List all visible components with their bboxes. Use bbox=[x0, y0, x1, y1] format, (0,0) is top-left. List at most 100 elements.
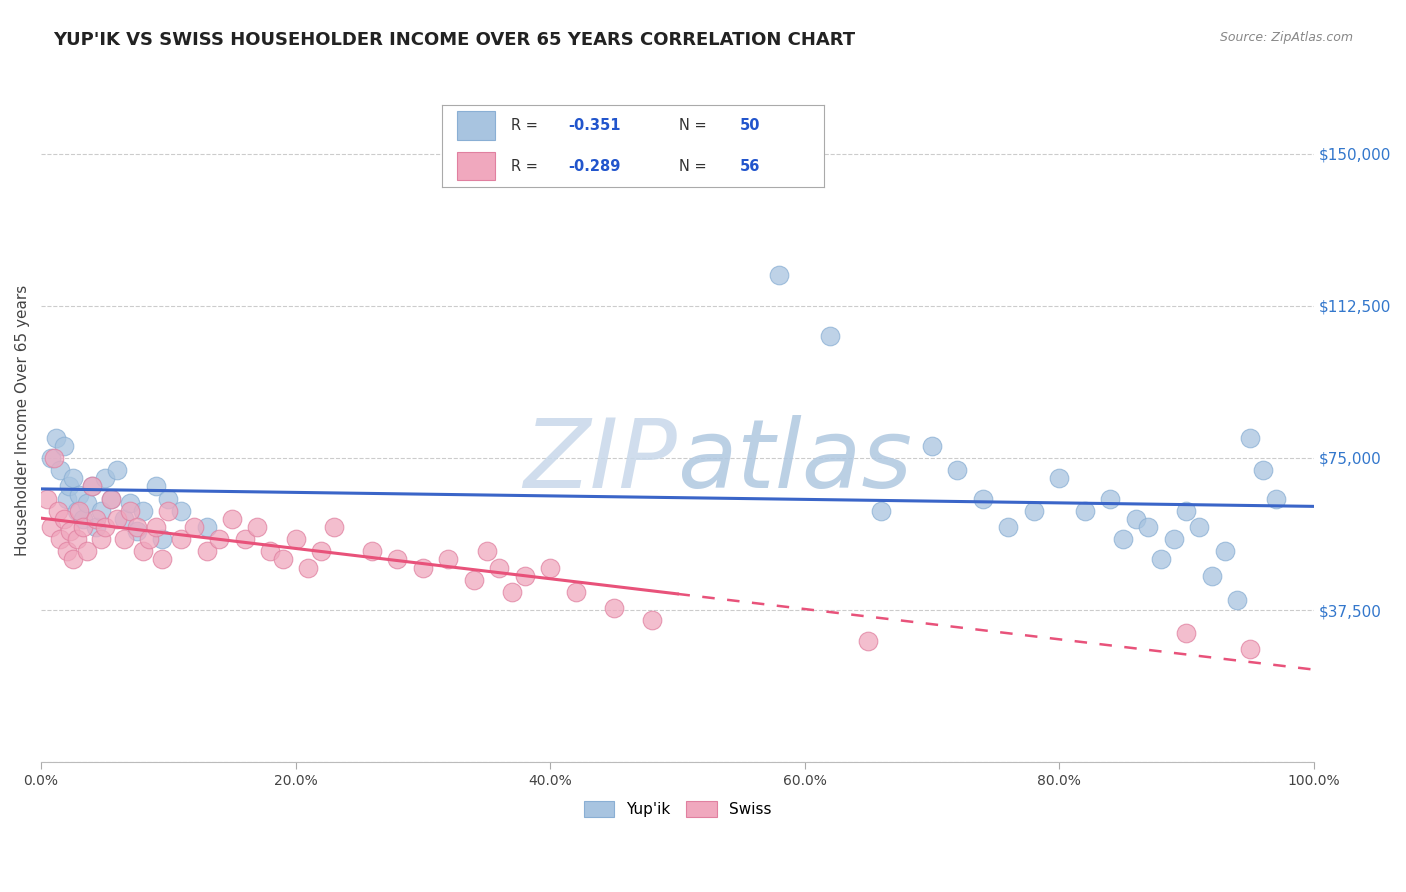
Point bbox=[100, 491, 122, 506]
Point bbox=[67, 487, 90, 501]
Point bbox=[603, 601, 626, 615]
Point bbox=[72, 512, 94, 526]
Point bbox=[170, 504, 193, 518]
Point bbox=[195, 520, 218, 534]
Point bbox=[1213, 544, 1236, 558]
Point bbox=[120, 496, 142, 510]
Point bbox=[53, 512, 76, 526]
Point bbox=[997, 520, 1019, 534]
Point bbox=[84, 512, 107, 526]
Point bbox=[475, 544, 498, 558]
Point bbox=[76, 496, 98, 510]
Point bbox=[100, 491, 122, 506]
Point bbox=[437, 552, 460, 566]
Point bbox=[858, 633, 880, 648]
Y-axis label: Householder Income Over 65 years: Householder Income Over 65 years bbox=[15, 285, 30, 556]
Point bbox=[208, 532, 231, 546]
Text: ZIP: ZIP bbox=[523, 415, 678, 508]
Point bbox=[818, 329, 841, 343]
Point bbox=[72, 520, 94, 534]
Point bbox=[195, 544, 218, 558]
Point bbox=[125, 524, 148, 538]
Point bbox=[309, 544, 332, 558]
Point bbox=[1239, 431, 1261, 445]
Point bbox=[59, 524, 82, 538]
Point bbox=[45, 431, 67, 445]
Point bbox=[1264, 491, 1286, 506]
Point bbox=[150, 532, 173, 546]
Point bbox=[53, 439, 76, 453]
Point bbox=[132, 544, 155, 558]
Point bbox=[221, 512, 243, 526]
Point bbox=[84, 520, 107, 534]
Point bbox=[972, 491, 994, 506]
Point bbox=[55, 544, 77, 558]
Point bbox=[538, 560, 561, 574]
Point bbox=[412, 560, 434, 574]
Point bbox=[297, 560, 319, 574]
Point bbox=[1175, 504, 1198, 518]
Point bbox=[39, 450, 62, 465]
Point bbox=[39, 520, 62, 534]
Point bbox=[284, 532, 307, 546]
Point bbox=[125, 520, 148, 534]
Point bbox=[157, 504, 180, 518]
Point bbox=[80, 479, 103, 493]
Point bbox=[1022, 504, 1045, 518]
Point bbox=[138, 532, 160, 546]
Point bbox=[145, 520, 167, 534]
Point bbox=[921, 439, 943, 453]
Point bbox=[1163, 532, 1185, 546]
Point bbox=[90, 532, 112, 546]
Point bbox=[80, 479, 103, 493]
Point bbox=[93, 520, 115, 534]
Point bbox=[1137, 520, 1160, 534]
Point bbox=[1125, 512, 1147, 526]
Point bbox=[564, 585, 586, 599]
Point bbox=[246, 520, 269, 534]
Legend: Yup'ik, Swiss: Yup'ik, Swiss bbox=[578, 795, 778, 823]
Point bbox=[145, 479, 167, 493]
Point bbox=[112, 532, 135, 546]
Point bbox=[62, 471, 84, 485]
Point bbox=[1099, 491, 1122, 506]
Point bbox=[76, 544, 98, 558]
Point bbox=[67, 504, 90, 518]
Text: atlas: atlas bbox=[678, 415, 912, 508]
Point bbox=[170, 532, 193, 546]
Point bbox=[132, 504, 155, 518]
Point bbox=[361, 544, 384, 558]
Point bbox=[271, 552, 294, 566]
Point bbox=[1201, 568, 1223, 582]
Point bbox=[513, 568, 536, 582]
Point bbox=[90, 504, 112, 518]
Point bbox=[107, 512, 129, 526]
Point bbox=[150, 552, 173, 566]
Point bbox=[322, 520, 344, 534]
Point bbox=[66, 504, 89, 518]
Point bbox=[58, 479, 80, 493]
Point bbox=[62, 552, 84, 566]
Point bbox=[1226, 593, 1249, 607]
Point bbox=[1047, 471, 1070, 485]
Point bbox=[1175, 625, 1198, 640]
Point bbox=[157, 491, 180, 506]
Point bbox=[66, 532, 89, 546]
Point bbox=[1150, 552, 1173, 566]
Point bbox=[120, 504, 142, 518]
Point bbox=[946, 463, 969, 477]
Point bbox=[1112, 532, 1135, 546]
Point bbox=[112, 512, 135, 526]
Point bbox=[107, 463, 129, 477]
Point bbox=[55, 491, 77, 506]
Point bbox=[1239, 641, 1261, 656]
Point bbox=[183, 520, 205, 534]
Point bbox=[1073, 504, 1095, 518]
Point bbox=[870, 504, 893, 518]
Point bbox=[488, 560, 510, 574]
Point bbox=[463, 573, 485, 587]
Point bbox=[46, 504, 69, 518]
Point bbox=[49, 463, 72, 477]
Point bbox=[233, 532, 256, 546]
Point bbox=[93, 471, 115, 485]
